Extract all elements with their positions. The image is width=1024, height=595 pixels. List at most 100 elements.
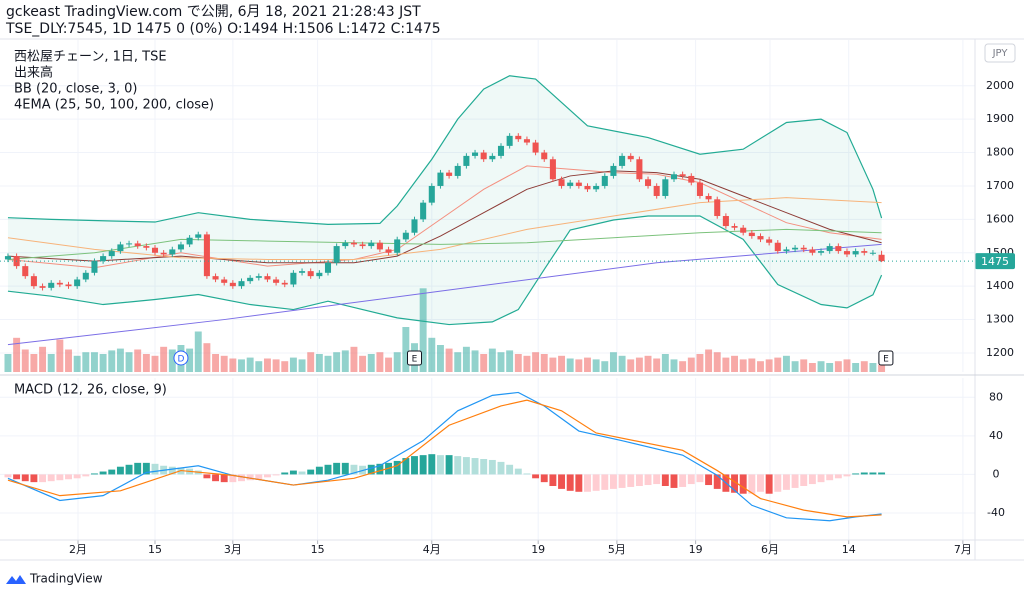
x-tick-label: 2月 (69, 543, 87, 556)
histogram-bar (298, 471, 306, 475)
histogram-bar (65, 474, 72, 480)
histogram-bar (679, 474, 687, 487)
histogram-bar (558, 474, 566, 489)
y-tick-label: 2000 (986, 79, 1014, 92)
volume-bar (878, 364, 886, 372)
volume-bar (670, 359, 678, 372)
volume-bar (194, 331, 202, 372)
histogram-bar (705, 474, 713, 486)
candle-body (264, 276, 271, 280)
histogram-bar (592, 474, 600, 491)
x-tick-label: 15 (311, 543, 325, 556)
candle-body (290, 272, 297, 285)
histogram-bar (13, 474, 21, 480)
histogram-bar (532, 474, 540, 479)
candle-body (463, 155, 470, 166)
volume-bar (618, 355, 626, 372)
candle-body (636, 159, 643, 180)
histogram-bar (869, 472, 877, 475)
volume-bar (800, 359, 808, 372)
candle-body (212, 276, 219, 280)
volume-bar (65, 349, 72, 372)
volume-bar (142, 354, 150, 372)
histogram-bar (238, 474, 245, 482)
volume-bar (506, 350, 514, 372)
histogram-bar (480, 459, 488, 475)
histogram-bar (653, 474, 661, 485)
footer-brand: TradingView (29, 572, 103, 586)
volume-bar (843, 359, 851, 372)
histogram-bar (817, 474, 825, 483)
ema-line (7, 228, 882, 260)
candle-body (679, 174, 686, 176)
histogram-bar (800, 474, 808, 486)
candle-body (766, 239, 773, 243)
volume-bar (203, 343, 211, 372)
histogram-bar (566, 474, 574, 491)
volume-bar (333, 352, 341, 372)
volume-bar (860, 361, 868, 372)
volume-bar (90, 352, 98, 372)
volume-bar (584, 357, 591, 372)
candle-body (247, 277, 254, 282)
y-tick-label: 40 (989, 429, 1003, 442)
logo-icon (6, 575, 26, 584)
volume-bar (341, 350, 349, 372)
volume-bar (263, 358, 271, 372)
histogram-bar (852, 473, 860, 475)
volume-bar (246, 357, 254, 372)
candle-body (255, 276, 262, 278)
event-marker (406, 350, 422, 366)
histogram-bar (151, 463, 159, 475)
currency-box (984, 43, 1016, 63)
volume-bar (731, 355, 738, 372)
x-tick-label: 3月 (224, 543, 242, 556)
volume-bar (21, 349, 29, 372)
volume-bar (713, 352, 721, 372)
y-tick-label: 80 (989, 390, 1003, 403)
volume-bar (168, 349, 176, 372)
y-tick-label: 1600 (986, 212, 1014, 225)
y-tick-label: 1900 (986, 112, 1014, 125)
candle-body (558, 179, 565, 186)
plot-area: 1200130014001500160017001800190020001475… (0, 40, 1015, 556)
candle-body (428, 185, 435, 203)
volume-bar (108, 350, 116, 372)
histogram-bar (47, 474, 55, 482)
volume-bar (661, 354, 669, 372)
volume-bar (30, 354, 38, 372)
volume-bar (609, 352, 617, 372)
histogram-bar (843, 474, 851, 477)
candle-body (281, 282, 288, 285)
histogram-bar (584, 474, 591, 492)
volume-bar (272, 359, 280, 372)
candle-body (740, 227, 747, 233)
histogram-bar (670, 474, 678, 488)
histogram-bar (39, 474, 47, 483)
ema-line (7, 197, 882, 260)
candle-body (653, 185, 660, 196)
candle-body (350, 242, 357, 245)
histogram-bar (808, 474, 816, 485)
macd-line (7, 391, 882, 522)
header-line: gckeast TradingView.com で公開, 6月 18, 2021… (6, 4, 421, 20)
volume-bar (592, 359, 600, 372)
histogram-bar (514, 468, 522, 475)
volume-bar (627, 359, 635, 372)
histogram-bar (324, 464, 332, 475)
histogram-bar (782, 474, 790, 490)
candle-body (454, 165, 461, 176)
histogram-bar (687, 474, 695, 485)
volume-bar (757, 361, 764, 372)
candle-body (809, 249, 816, 253)
candle-body (480, 152, 487, 160)
candle-body (359, 244, 366, 247)
volume-bar (186, 348, 194, 372)
histogram-bar (644, 474, 652, 486)
volume-bar (782, 355, 790, 372)
histogram-bar (220, 474, 228, 483)
volume-bar (514, 354, 522, 372)
volume-bar (808, 363, 816, 372)
volume-bar (238, 359, 245, 372)
volume-bar (376, 352, 384, 372)
